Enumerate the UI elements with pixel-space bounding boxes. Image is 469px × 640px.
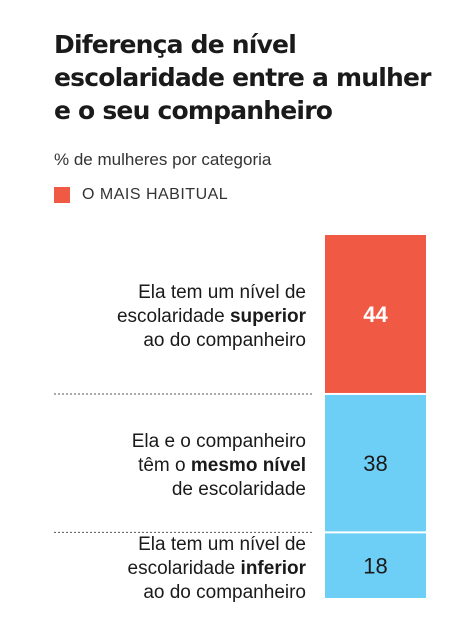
bar-segment-1 <box>325 235 426 393</box>
data-label-2: 38 <box>363 451 387 476</box>
legend: O MAIS HABITUAL <box>54 185 228 205</box>
legend-swatch <box>54 187 70 203</box>
category-label-2: Ela e o companheiro têm o mesmo nível de e… <box>131 431 306 501</box>
bar-segment-2 <box>325 394 426 532</box>
data-label-1: 44 <box>363 302 388 327</box>
category-label-1: Ela tem um nível de escolaridade superior… <box>116 281 306 351</box>
category-label-3: Ela tem um nível de escolaridade inferior… <box>127 533 306 603</box>
legend-label: O MAIS HABITUAL <box>82 186 229 203</box>
chart-subtitle: % de mulheres por categoria <box>54 150 272 169</box>
bar-segment-3 <box>325 533 426 598</box>
data-label-3: 18 <box>363 554 387 579</box>
chart-title: Diferença de nível escolaridade entre a … <box>54 30 431 125</box>
